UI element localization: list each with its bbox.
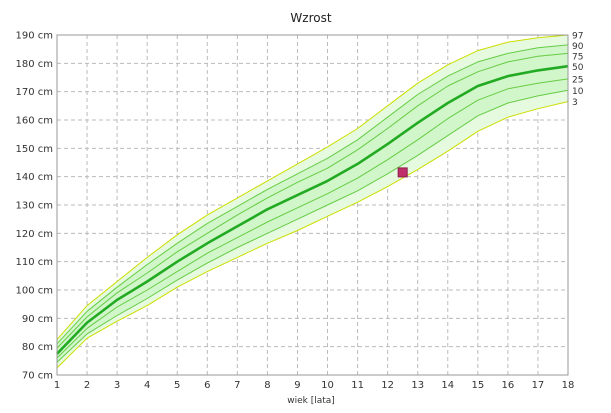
- x-tick-label: 11: [351, 380, 364, 391]
- y-tick-label: 140 cm: [15, 172, 53, 183]
- x-tick-label: 5: [174, 380, 180, 391]
- y-tick-label: 170 cm: [15, 87, 53, 98]
- percentile-label-10: 10: [572, 87, 584, 97]
- percentile-label-3: 3: [572, 98, 578, 108]
- y-tick-label: 160 cm: [15, 116, 53, 127]
- percentile-label-75: 75: [572, 53, 583, 63]
- y-tick-label: 150 cm: [15, 144, 53, 155]
- y-tick-label: 130 cm: [15, 201, 53, 212]
- percentile-label-97: 97: [572, 32, 583, 42]
- x-tick-label: 9: [294, 380, 300, 391]
- y-tick-label: 110 cm: [15, 257, 53, 268]
- x-tick-label: 7: [234, 380, 240, 391]
- percentile-line-90: [56, 44, 569, 345]
- y-tick-label: 80 cm: [22, 342, 53, 353]
- y-tick-label: 180 cm: [15, 59, 53, 70]
- percentile-line-10: [56, 89, 569, 363]
- y-tick-label: 90 cm: [22, 314, 53, 325]
- x-tick-label: 18: [562, 380, 575, 391]
- measurement-point: [397, 167, 408, 178]
- percentile-label-90: 90: [572, 42, 584, 52]
- x-tick-label: 14: [441, 380, 454, 391]
- x-tick-label: 6: [204, 380, 210, 391]
- y-tick-label: 100 cm: [15, 286, 53, 297]
- x-tick-label: 15: [471, 380, 484, 391]
- percentile-label-50: 50: [572, 63, 584, 73]
- chart-title: Wzrost: [290, 11, 331, 25]
- x-tick-label: 4: [144, 380, 150, 391]
- y-tick-label: 190 cm: [15, 31, 53, 42]
- percentile-line-25: [56, 78, 569, 359]
- x-tick-label: 8: [264, 380, 270, 391]
- x-tick-label: 10: [321, 380, 334, 391]
- band-10-90: [57, 44, 568, 363]
- x-tick-label: 17: [532, 380, 545, 391]
- plot-frame: [56, 34, 569, 376]
- percentile-line-75: [56, 52, 569, 349]
- percentile-lines: [56, 34, 569, 369]
- x-tick-label: 2: [84, 380, 90, 391]
- x-tick-label: 1: [54, 380, 60, 391]
- percentile-line-50: [56, 64, 569, 355]
- percentile-label-25: 25: [572, 75, 583, 85]
- percentile-line-3: [56, 101, 569, 369]
- y-tick-label: 120 cm: [15, 229, 53, 240]
- x-tick-label: 13: [411, 380, 424, 391]
- y-tick-label: 70 cm: [22, 371, 53, 382]
- x-tick-label: 16: [502, 380, 515, 391]
- x-tick-label: 12: [381, 380, 394, 391]
- x-axis-label: wiek [lata]: [287, 396, 335, 406]
- percentile-line-97: [56, 34, 569, 340]
- x-tick-label: 3: [114, 380, 120, 391]
